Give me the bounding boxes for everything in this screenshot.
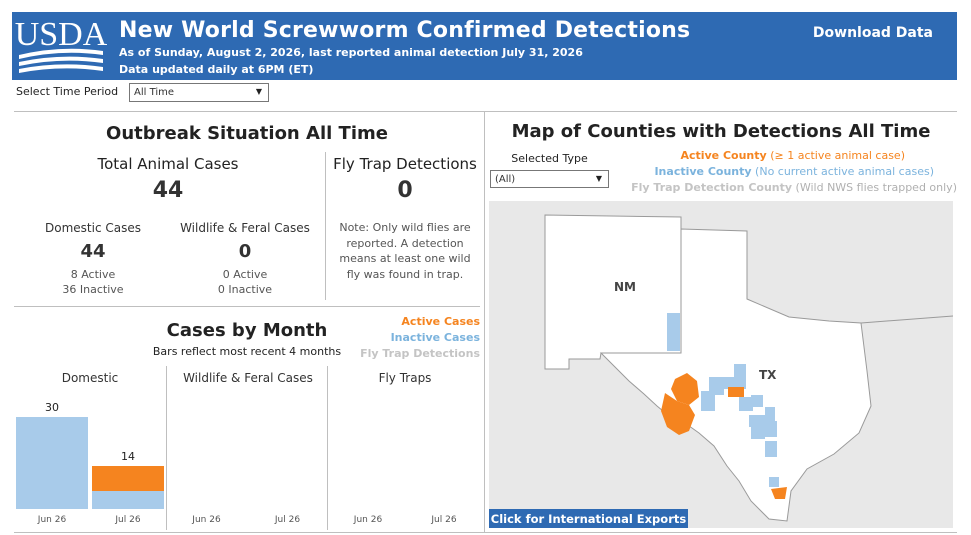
county-inactive[interactable]	[751, 395, 763, 407]
domestic-inactive: 36 Inactive	[62, 283, 124, 296]
flytrap-label: Fly Trap Detections	[333, 155, 477, 173]
county-inactive[interactable]	[709, 377, 724, 395]
time-period-select[interactable]: All Time ▼	[129, 83, 269, 102]
dropdown-arrow-icon: ▼	[255, 87, 262, 96]
wildlife-cases-label: Wildlife & Feral Cases	[180, 221, 310, 235]
selected-type-select[interactable]: (All) ▼	[490, 170, 609, 188]
county-inactive[interactable]	[701, 391, 715, 411]
panel-label-wildlife: Wildlife & Feral Cases	[183, 371, 313, 385]
domestic-cases-value: 44	[80, 241, 106, 262]
county-map[interactable]: NM TX	[489, 201, 953, 528]
county-active[interactable]	[771, 487, 787, 499]
state-label-tx: TX	[759, 368, 777, 382]
header-banner: USDA New World Screwworm Confirmed Detec…	[12, 12, 957, 80]
map-legend-active: Active County (≥ 1 active animal case)	[680, 149, 905, 162]
divider	[14, 111, 957, 112]
bar-inactive[interactable]	[16, 417, 88, 509]
map-legend-flytrap: Fly Trap Detection County (Wild NWS flie…	[631, 181, 957, 194]
county-active[interactable]	[728, 387, 744, 397]
county-active[interactable]	[661, 393, 695, 435]
legend-inactive: Inactive Cases	[390, 331, 480, 344]
panel-divider	[327, 366, 328, 530]
update-note: Data updated daily at 6PM (ET)	[119, 63, 314, 76]
total-cases-value: 44	[152, 178, 184, 203]
download-data-button[interactable]: Download Data	[812, 25, 933, 41]
as-of-date: As of Sunday, August 2, 2026, last repor…	[119, 46, 583, 59]
legend-flytrap: Fly Trap Detections	[360, 347, 480, 360]
usda-logo: USDA	[15, 16, 107, 73]
selected-type-value: (All)	[495, 174, 516, 185]
x-tick-label: Jul 26	[274, 515, 301, 525]
time-period-label: Select Time Period	[16, 85, 119, 98]
international-exports-button[interactable]: Click for International Exports	[489, 509, 688, 528]
bar-total-label: 14	[121, 450, 135, 464]
county-inactive[interactable]	[765, 407, 775, 421]
county-inactive[interactable]	[749, 415, 765, 427]
bar-active[interactable]	[92, 466, 164, 491]
cases-by-month-title: Cases by Month	[166, 320, 328, 341]
x-tick-label: Jun 26	[37, 515, 67, 525]
outbreak-title: Outbreak Situation All Time	[106, 123, 388, 144]
panel-label-flytraps: Fly Traps	[378, 371, 432, 385]
wildlife-cases-value: 0	[238, 241, 252, 262]
page-title: New World Screwworm Confirmed Detections	[119, 18, 691, 43]
county-inactive[interactable]	[739, 397, 753, 411]
map-svg: NM TX	[544, 214, 953, 522]
state-boundary	[860, 315, 953, 324]
legend-active: Active Cases	[401, 315, 480, 328]
divider	[325, 152, 326, 300]
inactive-counties	[667, 313, 779, 487]
svg-text:USDA: USDA	[15, 16, 107, 53]
county-active[interactable]	[671, 373, 699, 405]
domestic-cases-label: Domestic Cases	[45, 221, 141, 235]
state-label-nm: NM	[614, 280, 636, 294]
county-inactive[interactable]	[765, 421, 777, 437]
x-tick-label: Jun 26	[192, 515, 221, 525]
wildlife-active: 0 Active	[222, 268, 268, 281]
bar-inactive[interactable]	[92, 490, 164, 509]
flytrap-value: 0	[397, 178, 413, 203]
county-inactive[interactable]	[734, 364, 746, 378]
county-inactive[interactable]	[769, 477, 779, 487]
county-inactive[interactable]	[765, 441, 777, 457]
x-tick-label: Jun 26	[353, 515, 383, 525]
divider	[14, 532, 957, 533]
cases-by-month-subtitle: Bars reflect most recent 4 months	[152, 345, 342, 358]
active-counties	[661, 373, 787, 499]
x-tick-label: Jul 26	[115, 515, 141, 525]
panel-divider	[166, 366, 167, 530]
total-cases-label: Total Animal Cases	[97, 155, 239, 173]
panel-label-domestic: Domestic	[61, 371, 119, 385]
flytrap-note: Note: Only wild flies are reported. A de…	[339, 221, 471, 281]
county-inactive[interactable]	[667, 313, 680, 351]
wildlife-inactive: 0 Inactive	[217, 283, 273, 296]
x-tick-label: Jul 26	[431, 515, 457, 525]
map-legend-inactive: Inactive County (No current active anima…	[654, 165, 934, 178]
map-title: Map of Counties with Detections All Time	[511, 121, 931, 142]
county-inactive[interactable]	[724, 377, 746, 389]
domestic-active: 8 Active	[70, 268, 116, 281]
time-period-value: All Time	[134, 87, 175, 98]
selected-type-label: Selected Type	[511, 152, 588, 165]
divider	[484, 111, 485, 532]
bar-total-label: 30	[45, 401, 59, 414]
county-inactive[interactable]	[751, 427, 765, 439]
divider	[14, 306, 480, 307]
dropdown-arrow-icon: ▼	[595, 174, 602, 183]
state-new-mexico[interactable]	[544, 214, 682, 370]
